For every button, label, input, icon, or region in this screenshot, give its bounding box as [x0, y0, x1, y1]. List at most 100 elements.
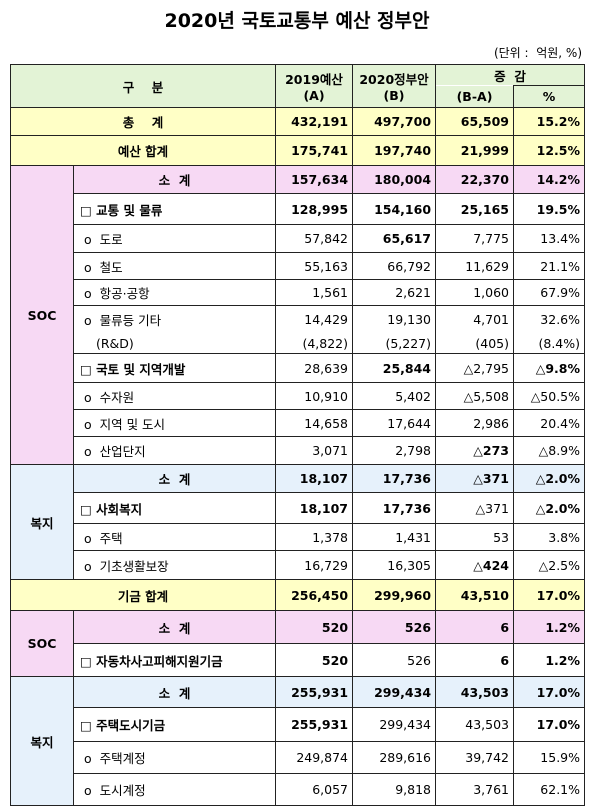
header-text: (A) — [303, 88, 325, 103]
header-cell: % — [513, 85, 586, 108]
budget-table: 구 분 2019예산 (A) 2020정부안 (B) 증 감 (B-A) % 총 계… — [9, 64, 586, 806]
value-cell: 19.5% — [513, 193, 586, 225]
value-cell: 18,107 — [275, 464, 354, 493]
table-row: □ 교통 및 물류 128,995 154,160 25,165 19.5% — [11, 193, 586, 225]
value-cell: 526 — [352, 610, 437, 644]
value-cell: 5,402 — [352, 382, 437, 410]
table-row: SOC 소 계 520 526 6 1.2% — [10, 610, 586, 677]
row-label: o 항공·공항 — [72, 279, 277, 306]
value-cell: 16,729 — [275, 550, 354, 580]
group-cell: 복지 — [10, 676, 74, 806]
table-row: o 철도 55,163 66,792 11,629 21.1% — [11, 252, 586, 280]
row-label: 소 계 — [72, 165, 277, 194]
value-cell: (5,227) — [352, 333, 437, 354]
value-cell: 55,163 — [275, 252, 354, 280]
row-label: □ 사회복지 — [72, 492, 277, 524]
value-cell: 128,995 — [275, 193, 354, 225]
row-label: o 주택 — [72, 523, 277, 551]
row-label: o 산업단지 — [72, 436, 277, 465]
value-cell: 154,160 — [352, 193, 437, 225]
value-cell: 180,004 — [352, 165, 437, 194]
header-cell: 2020정부안 (B) — [352, 64, 437, 108]
value-cell: 17,736 — [352, 492, 437, 524]
value-cell: △424 — [435, 550, 515, 580]
table-row: □ 국토 및 지역개발 28,639 25,844 △2,795 △9.8% — [11, 353, 586, 383]
value-cell: 17.0% — [513, 707, 586, 742]
value-cell: 3,071 — [275, 436, 354, 465]
table-row: o 항공·공항 1,561 2,621 1,060 67.9% — [11, 279, 586, 306]
table-row: o 주택계정 249,874 289,616 39,742 15.9% — [11, 741, 586, 774]
table-row: 복지 소 계 18,107 17,736 △371 △2.0% — [10, 464, 586, 580]
table-row: o 지역 및 도시 14,658 17,644 2,986 20.4% — [11, 409, 586, 437]
value-cell: 9,818 — [352, 773, 437, 806]
table-row: o 기초생활보장 16,729 16,305 △424 △2.5% — [11, 550, 586, 580]
value-cell: 299,434 — [352, 707, 437, 742]
value-cell: 14,429 — [275, 305, 354, 334]
value-cell: 65,617 — [352, 224, 437, 253]
value-cell: 497,700 — [352, 107, 437, 136]
value-cell: 1,431 — [352, 523, 437, 551]
value-cell: 3.8% — [513, 523, 586, 551]
value-cell: 3,761 — [435, 773, 515, 806]
row-label: (R&D) — [72, 333, 277, 354]
value-cell: (4,822) — [275, 333, 354, 354]
value-cell: 17.0% — [513, 579, 586, 611]
value-cell: 11,629 — [435, 252, 515, 280]
value-cell: 57,842 — [275, 224, 354, 253]
table-body: 구 분 2019예산 (A) 2020정부안 (B) 증 감 (B-A) % 총 계… — [9, 64, 586, 806]
value-cell: 255,931 — [275, 676, 354, 708]
title: 2020년 국토교통부 예산 정부안 — [164, 10, 430, 32]
value-cell: 12.5% — [513, 135, 586, 166]
value-cell: 25,165 — [435, 193, 515, 225]
row-label: o 철도 — [72, 252, 277, 280]
table-row: SOC 소 계 157,634 180,004 22,370 14.2% — [10, 165, 586, 465]
group-cell: SOC — [10, 165, 74, 465]
row-label: o 주택계정 — [72, 741, 277, 774]
unit-note: (단위 : 억원, %) — [493, 46, 582, 60]
value-cell: 6,057 — [275, 773, 354, 806]
row-label: 소 계 — [72, 610, 277, 644]
value-cell: (405) — [435, 333, 515, 354]
table-row: o 도로 57,842 65,617 7,775 13.4% — [11, 224, 586, 253]
value-cell: 16,305 — [352, 550, 437, 580]
header-cell: 2019예산 (A) — [275, 64, 354, 108]
value-cell: 20.4% — [513, 409, 586, 437]
value-cell: 256,450 — [275, 579, 354, 611]
value-cell: 14,658 — [275, 409, 354, 437]
header-row: 구 분 2019예산 (A) 2020정부안 (B) 증 감 — [9, 64, 586, 108]
value-cell: (8.4%) — [513, 333, 586, 354]
row-label: □ 자동차사고피해지원기금 — [72, 643, 277, 677]
value-cell: △8.9% — [513, 436, 586, 465]
value-cell: 299,960 — [352, 579, 437, 611]
header-row: (B-A) % — [11, 85, 586, 108]
value-cell: 65,509 — [435, 107, 515, 136]
row-label: o 물류등 기타 — [72, 305, 277, 334]
value-cell: △2,795 — [435, 353, 515, 383]
table-row: (R&D) (4,822) (5,227) (405) (8.4%) — [11, 333, 586, 354]
value-cell: 17.0% — [513, 676, 586, 708]
value-cell: 18,107 — [275, 492, 354, 524]
value-cell: 62.1% — [513, 773, 586, 806]
group-cell: 복지 — [10, 464, 74, 580]
row-label: 소 계 — [72, 464, 277, 493]
value-cell: 2,621 — [352, 279, 437, 306]
value-cell: 43,503 — [435, 676, 515, 708]
row-label: 소 계 — [72, 676, 277, 708]
header-text: 2020정부안 — [359, 72, 429, 87]
value-cell: 53 — [435, 523, 515, 551]
value-cell: 1,060 — [435, 279, 515, 306]
row-label: □ 국토 및 지역개발 — [72, 353, 277, 383]
table-row: o 물류등 기타 14,429 19,130 4,701 32.6% — [11, 305, 586, 334]
value-cell: △5,508 — [435, 382, 515, 410]
row-label: 총 계 — [9, 107, 277, 136]
value-cell: 432,191 — [275, 107, 354, 136]
table-row: □ 자동차사고피해지원기금 520 526 6 1.2% — [11, 643, 586, 677]
value-cell: 1,561 — [275, 279, 354, 306]
value-cell: 28,639 — [275, 353, 354, 383]
value-cell: 17,736 — [352, 464, 437, 493]
value-cell: 22,370 — [435, 165, 515, 194]
header-text: 2019예산 — [285, 72, 343, 87]
value-cell: △371 — [435, 492, 515, 524]
table-row: o 주택 1,378 1,431 53 3.8% — [11, 523, 586, 551]
